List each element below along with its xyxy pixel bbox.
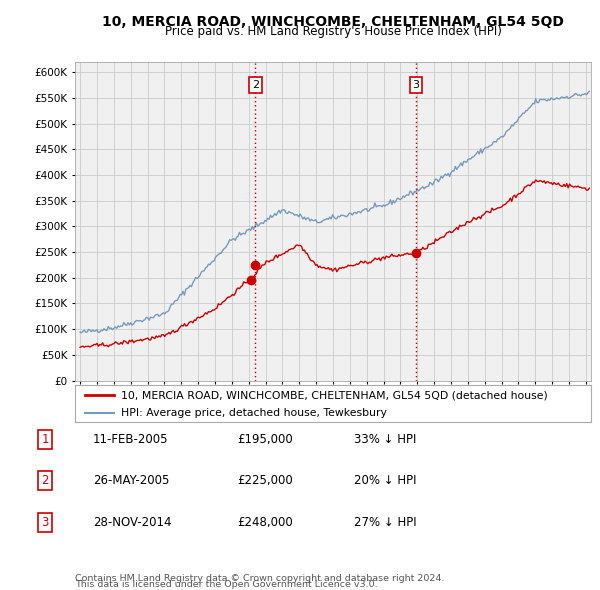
Text: 2: 2	[252, 80, 259, 90]
Text: Contains HM Land Registry data © Crown copyright and database right 2024.: Contains HM Land Registry data © Crown c…	[75, 574, 445, 583]
Text: 1: 1	[41, 433, 49, 446]
Text: 3: 3	[412, 80, 419, 90]
Text: £195,000: £195,000	[237, 433, 293, 446]
Text: HPI: Average price, detached house, Tewkesbury: HPI: Average price, detached house, Tewk…	[121, 408, 388, 418]
Text: £248,000: £248,000	[237, 516, 293, 529]
Text: 28-NOV-2014: 28-NOV-2014	[93, 516, 172, 529]
Text: 3: 3	[41, 516, 49, 529]
Text: 33% ↓ HPI: 33% ↓ HPI	[354, 433, 416, 446]
Text: 11-FEB-2005: 11-FEB-2005	[93, 433, 169, 446]
Text: 10, MERCIA ROAD, WINCHCOMBE, CHELTENHAM, GL54 5QD: 10, MERCIA ROAD, WINCHCOMBE, CHELTENHAM,…	[102, 15, 564, 29]
Text: £225,000: £225,000	[237, 474, 293, 487]
Text: Price paid vs. HM Land Registry's House Price Index (HPI): Price paid vs. HM Land Registry's House …	[164, 25, 502, 38]
Text: 10, MERCIA ROAD, WINCHCOMBE, CHELTENHAM, GL54 5QD (detached house): 10, MERCIA ROAD, WINCHCOMBE, CHELTENHAM,…	[121, 390, 548, 400]
Text: 26-MAY-2005: 26-MAY-2005	[93, 474, 169, 487]
Text: 27% ↓ HPI: 27% ↓ HPI	[354, 516, 416, 529]
Text: This data is licensed under the Open Government Licence v3.0.: This data is licensed under the Open Gov…	[75, 580, 377, 589]
Text: 2: 2	[41, 474, 49, 487]
Text: 20% ↓ HPI: 20% ↓ HPI	[354, 474, 416, 487]
